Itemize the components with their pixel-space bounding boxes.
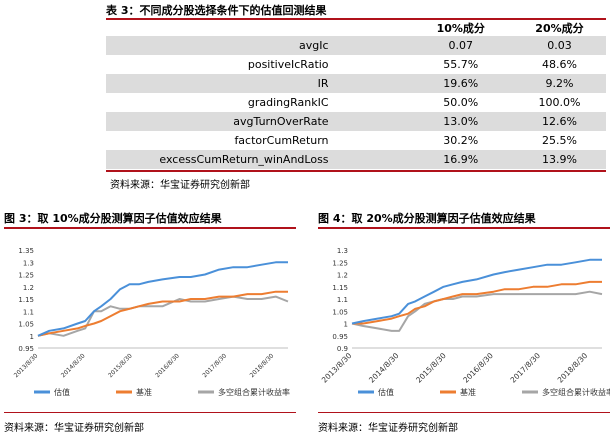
- y-tick-label: 1.15: [332, 284, 348, 292]
- figure-right-rule: [318, 227, 610, 229]
- legend-label: 基准: [460, 387, 476, 397]
- x-tick-label: 2014/8/30: [367, 351, 401, 385]
- row-value-20pct: 12.6%: [512, 112, 606, 131]
- y-tick-label: 1.25: [18, 272, 34, 280]
- row-label: positiveIcRatio: [247, 58, 329, 71]
- row-value-20pct: 100.0%: [538, 96, 581, 109]
- y-tick-label: 0.9: [337, 345, 348, 353]
- table-top-rule: [106, 18, 606, 20]
- y-tick-label: 1.1: [337, 296, 348, 304]
- table-title: 表 3：不同成分股选择条件下的估值回测结果: [106, 4, 327, 17]
- table-row: avgIc 0.07 0.03: [106, 36, 606, 55]
- figure-left-title: 图 3：取 10%成分股测算因子估值效应结果: [4, 212, 222, 225]
- header-20pct: 20%成分: [535, 22, 584, 35]
- x-tick-label: 2014/8/30: [60, 352, 87, 379]
- x-tick-label: 2016/8/30: [461, 351, 495, 385]
- row-value-20pct: 13.9%: [512, 150, 606, 169]
- header-blank: [106, 20, 339, 36]
- row-value-20pct: 9.2%: [512, 74, 606, 93]
- y-tick-label: 1: [344, 321, 348, 329]
- x-tick-label: 2013/8/30: [320, 351, 354, 385]
- row-value-10pct: 19.6%: [338, 74, 513, 93]
- x-tick-label: 2018/8/30: [556, 351, 590, 385]
- y-tick-label: 0.95: [18, 345, 34, 353]
- x-tick-label: 2016/8/30: [154, 352, 181, 379]
- row-value-20pct: 48.6%: [542, 58, 577, 71]
- figure-left-bottom-rule: [4, 412, 296, 413]
- y-tick-label: 1: [30, 333, 34, 341]
- table-row: IR 19.6% 9.2%: [106, 74, 606, 93]
- row-value-10pct: 0.07: [338, 36, 513, 55]
- series-line-0: [37, 261, 288, 337]
- table-row: factorCumReturn 30.2% 25.5%: [106, 131, 606, 150]
- table-source: 资料来源：华宝证券研究创新部: [110, 180, 250, 191]
- legend-label: 多空组合累计收益率: [218, 387, 290, 397]
- series-line-2: [351, 290, 603, 332]
- header-10pct: 10%成分: [436, 22, 485, 35]
- y-tick-label: 1.1: [23, 308, 34, 316]
- legend-label: 多空组合累计收益率: [542, 387, 610, 397]
- row-value-10pct: 16.9%: [338, 150, 513, 169]
- y-tick-label: 1.05: [18, 321, 34, 329]
- legend-label: 估值: [378, 387, 394, 397]
- y-tick-label: 0.95: [332, 333, 348, 341]
- x-tick-label: 2015/8/30: [414, 351, 448, 385]
- series-line-1: [352, 280, 602, 325]
- table-row: avgTurnOverRate 13.0% 12.6%: [106, 112, 606, 131]
- y-tick-label: 1.25: [332, 259, 348, 267]
- row-label: avgTurnOverRate: [106, 112, 339, 131]
- y-tick-label: 1.35: [18, 247, 34, 255]
- row-label: gradingRankIC: [247, 96, 329, 109]
- figure-right-title: 图 4：取 20%成分股测算因子估值效应结果: [318, 212, 536, 225]
- chart-left: 0.95 1 1.05 1.1 1.15 1.2 1.25 1.3 1.35 2013/8/30 2…: [13, 247, 290, 397]
- series-line-0: [351, 258, 602, 325]
- y-tick-label: 1.2: [337, 272, 348, 280]
- table-row: excessCumReturn_winAndLoss 16.9% 13.9%: [106, 150, 606, 169]
- row-label: excessCumReturn_winAndLoss: [106, 150, 339, 169]
- y-tick-label: 1.05: [332, 308, 348, 316]
- row-value-10pct: 55.7%: [443, 58, 479, 71]
- figure-right-bottom-rule: [318, 412, 610, 413]
- y-tick-label: 1.3: [337, 247, 348, 255]
- table-row: positiveIcRatio 55.7% 48.6%: [106, 55, 606, 74]
- x-tick-label: 2017/8/30: [201, 352, 228, 379]
- row-value-10pct: 30.2%: [443, 134, 479, 147]
- row-value-20pct: 25.5%: [542, 134, 577, 147]
- row-label: avgIc: [106, 36, 339, 55]
- row-label: factorCumReturn: [234, 134, 329, 147]
- y-tick-label: 1.15: [18, 296, 34, 304]
- x-tick-label: 2015/8/30: [107, 352, 134, 379]
- x-tick-label: 2017/8/30: [509, 351, 543, 385]
- results-table: 10%成分 20%成分 avgIc 0.07 0.03 positiveIcRa…: [106, 20, 606, 169]
- table-bottom-rule: [106, 170, 606, 172]
- figure-left-source: 资料来源：华宝证券研究创新部: [4, 423, 144, 434]
- chart-right: 0.9 0.95 1 1.05 1.1 1.15 1.2 1.25 1.3 2013/8/30 20…: [320, 247, 610, 397]
- table-row: gradingRankIC 50.0% 100.0%: [106, 93, 606, 112]
- row-value-10pct: 13.0%: [338, 112, 513, 131]
- legend-label: 估值: [54, 387, 70, 397]
- y-tick-label: 1.3: [23, 259, 34, 267]
- x-tick-label: 2013/8/30: [13, 352, 40, 379]
- figure-left-rule: [4, 227, 296, 229]
- figure-right-source: 资料来源：华宝证券研究创新部: [318, 423, 458, 434]
- x-tick-label: 2018/8/30: [249, 352, 276, 379]
- table-header-row: 10%成分 20%成分: [106, 20, 606, 36]
- row-label: IR: [106, 74, 339, 93]
- legend-label: 基准: [136, 387, 152, 397]
- row-value-20pct: 0.03: [512, 36, 606, 55]
- row-value-10pct: 50.0%: [443, 96, 479, 109]
- series-line-1: [37, 290, 288, 337]
- series-line-2: [37, 295, 289, 337]
- y-tick-label: 1.2: [23, 284, 34, 292]
